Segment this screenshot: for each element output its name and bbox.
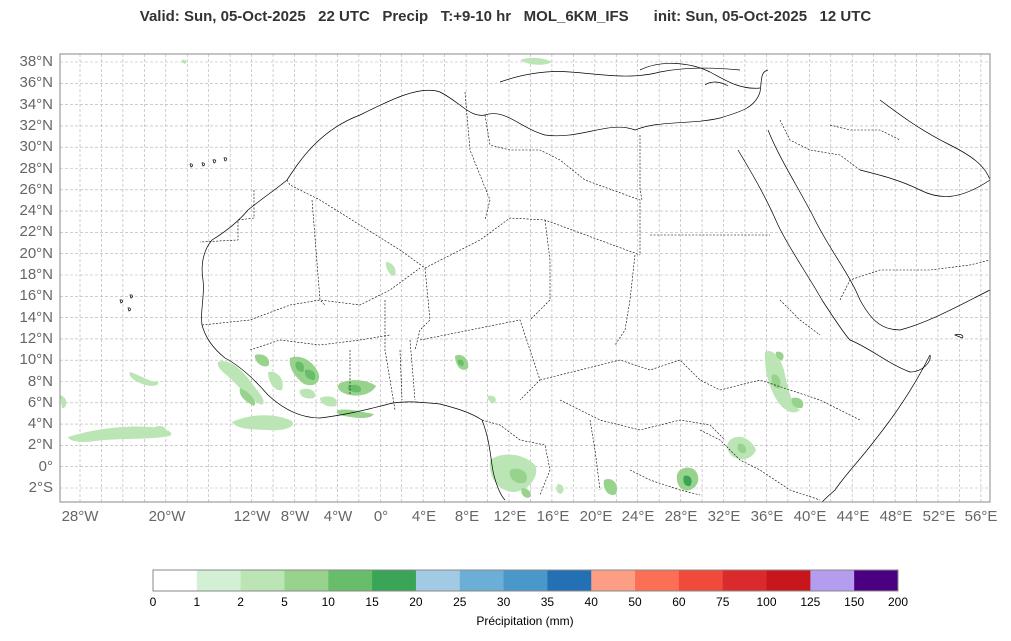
precip-areas: [60, 57, 804, 498]
colorbar-bin: [372, 570, 417, 591]
lat-label: 38°N: [19, 53, 53, 70]
lat-label: 36°N: [19, 74, 53, 92]
lat-label: 18°N: [19, 266, 53, 283]
colorbar-tick-label: 10: [321, 595, 335, 609]
colorbar-tick-label: 35: [540, 595, 555, 609]
precipitation-map: [59, 53, 991, 503]
colorbar-bin: [854, 570, 899, 591]
colorbar-bin: [459, 570, 505, 591]
lon-label: 12°W: [233, 508, 271, 525]
colorbar-tick-label: 40: [584, 595, 598, 609]
colorbar-tick-label: 100: [756, 595, 777, 609]
lon-label: 28°W: [61, 508, 99, 525]
colorbar-frame: [152, 569, 899, 592]
lat-label: 12°N: [19, 329, 53, 347]
lon-label: 0°: [373, 508, 389, 525]
colorbar-tick-label: 200: [887, 595, 909, 609]
colorbar-bin: [415, 570, 461, 591]
graticule: [60, 54, 990, 502]
lon-label: 24°E: [621, 508, 655, 525]
colorbar-bin: [810, 570, 855, 591]
lon-label: 40°E: [793, 508, 827, 525]
colorbar-tick-label: 25: [453, 595, 467, 609]
colorbar-title: Précipitation (mm): [476, 614, 574, 628]
colorbar-bin: [196, 570, 242, 591]
lat-label: 2°S: [28, 479, 53, 496]
country-borders: [199, 91, 991, 501]
lon-label: 20°E: [579, 508, 613, 525]
colorbar-tick-label: 1: [193, 595, 201, 609]
lon-label: 56°E: [964, 508, 998, 525]
colorbar-tick-label: 2: [237, 595, 244, 609]
colorbar-tick-label: 30: [496, 595, 511, 609]
colorbar-bin: [722, 570, 768, 591]
lat-label: 0°: [38, 457, 53, 475]
lat-label: 22°N: [19, 223, 53, 241]
colorbar-bin: [547, 570, 592, 591]
lon-label: 32°E: [707, 508, 741, 525]
lon-label: 4°E: [411, 508, 437, 525]
lat-label: 6°N: [27, 393, 53, 411]
colorbar-bin: [503, 570, 548, 591]
lat-label: 14°N: [19, 308, 53, 326]
lon-label: 8°E: [454, 508, 480, 525]
colorbar-bin: [153, 570, 198, 591]
lon-label: 4°W: [323, 508, 353, 525]
lon-label: 44°E: [836, 508, 870, 525]
lat-label: 34°N: [19, 95, 53, 113]
lon-label: 52°E: [922, 508, 956, 525]
lat-label: 16°N: [19, 287, 53, 305]
colorbar-tick-label: 15: [365, 595, 379, 609]
lon-label: 48°E: [879, 508, 913, 525]
colorbar-bin: [678, 570, 724, 591]
lat-label: 20°N: [19, 244, 53, 262]
lon-label: 28°E: [664, 508, 698, 525]
colorbar-tick-label: 5: [281, 595, 288, 609]
lat-label: 32°N: [19, 116, 53, 134]
colorbar-tick-label: 60: [672, 595, 686, 609]
lat-label: 24°N: [19, 202, 53, 220]
colorbar-bin: [591, 570, 636, 591]
lat-label: 26°N: [19, 180, 53, 198]
lat-label: 10°N: [19, 351, 53, 369]
colorbar-tick-label: 75: [716, 595, 730, 609]
colorbar-tick-label: 20: [409, 595, 423, 609]
lon-label: 16°E: [536, 508, 570, 525]
map-title: Valid: Sun, 05-Oct-2025 22 UTC Precip T:…: [139, 8, 872, 25]
colorbar-bin: [284, 570, 329, 591]
colorbar-bin: [240, 570, 285, 591]
lat-label: 2°N: [27, 436, 53, 454]
colorbar-bin: [766, 570, 811, 591]
lon-label: 12°E: [493, 508, 527, 525]
colorbar-bin: [328, 570, 373, 591]
colorbar-tick-label: 0: [149, 595, 157, 609]
colorbar-bin: [635, 570, 680, 591]
lon-label: 8°W: [280, 508, 310, 525]
lat-label: 28°N: [19, 159, 53, 177]
lon-label: 20°W: [148, 508, 186, 525]
map-frame: [59, 53, 991, 503]
lat-label: 4°N: [27, 415, 53, 433]
lon-label: 36°E: [750, 508, 784, 525]
lat-label: 30°N: [19, 138, 53, 156]
colorbar-tick-label: 50: [628, 595, 642, 609]
colorbar-tick-label: 125: [800, 595, 821, 609]
coastlines: [119, 63, 991, 503]
lat-label: 8°N: [27, 372, 53, 390]
colorbar-tick-label: 150: [844, 595, 865, 609]
